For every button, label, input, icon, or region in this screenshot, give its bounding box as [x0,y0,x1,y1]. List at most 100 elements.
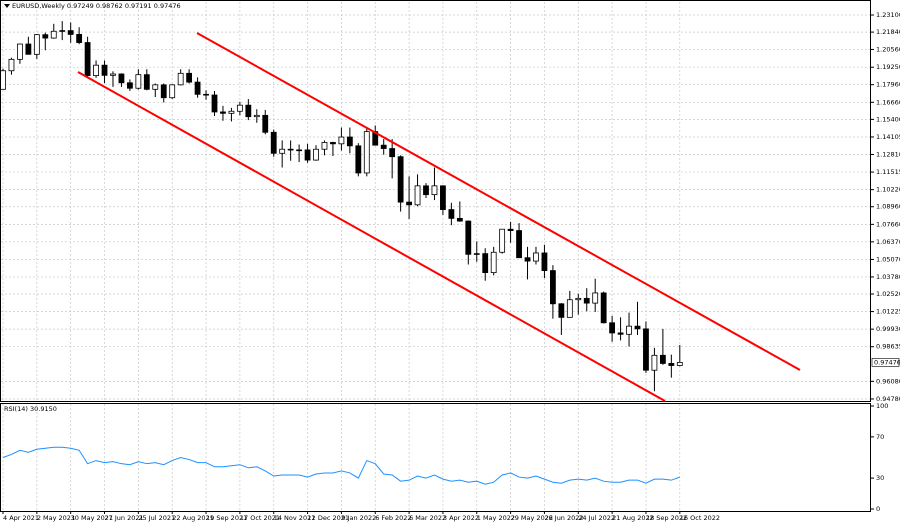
candle-body [220,111,226,114]
x-tick-label: 12 Dec 2021 [308,514,350,522]
open-value: 0.97249 [67,2,94,10]
y-tick-label: 1.02520 [876,290,900,298]
candle-body [304,149,311,161]
x-tick-label: 14 Nov 2021 [274,514,316,522]
candle-body [33,34,40,55]
rsi-value: 30.9150 [30,405,57,413]
x-tick-label: 27 Jun 2021 [105,514,144,522]
rsi-tick-label: 70 [876,433,884,441]
candle-body [127,82,133,89]
candle-body [541,252,548,271]
candle-body [550,270,556,305]
candle-body [186,72,193,83]
candle-body [643,328,649,371]
candle-body [76,34,83,43]
x-tick-label: 25 Jul 2021 [138,514,175,522]
candle-body [482,253,489,274]
symbol: EURUSD,Weekly [12,2,65,10]
price-label-box [871,358,900,367]
candle-body [575,297,582,301]
candle-body [203,93,209,96]
y-tick-label: 1.12810 [876,151,900,159]
x-tick-label: 26 Jun 2022 [544,514,583,522]
rsi-header: RSI(14) 30.9150 [4,405,57,413]
x-tick-label: 17 Oct 2021 [240,514,280,522]
y-tick-label: 0.94780 [876,395,900,403]
y-tick-label: 1.03780 [876,273,900,281]
candle-body [279,148,286,154]
close-value: 0.97476 [154,2,181,10]
candle-body [101,64,108,76]
candle-body [592,292,599,304]
candle-body [355,145,362,174]
x-tick-label: 2 May 2021 [37,514,75,522]
x-tick-label: 19 Sep 2021 [206,514,247,522]
candle-body [152,84,159,90]
candle-body [651,354,658,371]
candle-body [262,114,269,133]
candle-body [110,73,116,76]
candle-body [160,84,167,99]
candle-body [346,136,353,147]
y-tick-label: 1.08960 [876,203,900,211]
channel-lower [77,71,666,402]
candle-body [389,148,396,158]
rsi-line [2,446,680,485]
candle-body [659,354,666,364]
rsi-tick-label: 100 [876,402,888,410]
candle-body [211,94,218,113]
candle-body [313,148,319,161]
candle-body [448,209,455,219]
x-tick-label: 24 Jul 2022 [578,514,615,522]
candle-body [338,136,345,145]
main-frame [0,0,871,402]
y-tick-label: 1.05070 [876,255,900,263]
candle-body [583,297,590,304]
candle-body [440,185,446,210]
y-tick-label: 1.16660 [876,98,900,106]
y-tick-label: 1.10220 [876,186,900,194]
candle-body [609,322,616,334]
candle-body [600,292,607,324]
candle-body [245,104,252,118]
x-tick-label: 6 Feb 2022 [375,514,411,522]
candle-body [566,299,573,318]
candle-body [287,148,294,151]
candle-body [67,30,74,35]
candle-body [330,142,336,145]
rsi-tick-label: 30 [876,474,884,482]
candle-body [516,230,522,259]
x-tick-label: 6 Mar 2022 [409,514,446,522]
x-tick-label: 21 Aug 2022 [612,514,654,522]
y-tick-label: 1.17960 [876,81,900,89]
low-value: 0.97191 [125,2,152,10]
x-tick-label: 4 Apr 2021 [3,514,39,522]
candle-body [634,325,641,330]
y-tick-label: 0.98635 [876,343,900,351]
candle-body [8,58,15,72]
candle-body [296,149,303,152]
candle-body [118,73,125,84]
candle-body [25,43,32,55]
chart-header: EURUSD,Weekly 0.97249 0.98762 0.97191 0.… [12,2,181,10]
candle-body [363,131,370,174]
candle-body [414,185,421,206]
high-value: 0.98762 [96,2,123,10]
x-tick-label: 29 May 2022 [511,514,553,522]
candle-body [423,185,429,196]
rsi-frame [0,403,871,512]
candle-body [42,34,49,39]
candle-body [84,42,91,77]
candle-body [473,253,480,255]
y-tick-label: 1.21840 [876,28,900,36]
candle-body [668,363,675,366]
candle-body [135,74,142,89]
candle-body [676,362,683,366]
y-tick-label: 1.23100 [876,11,900,19]
candle-body [406,201,412,206]
x-tick-label: 18 Sep 2022 [646,514,687,522]
candle-body [524,257,531,262]
y-tick-label: 1.19250 [876,63,900,71]
